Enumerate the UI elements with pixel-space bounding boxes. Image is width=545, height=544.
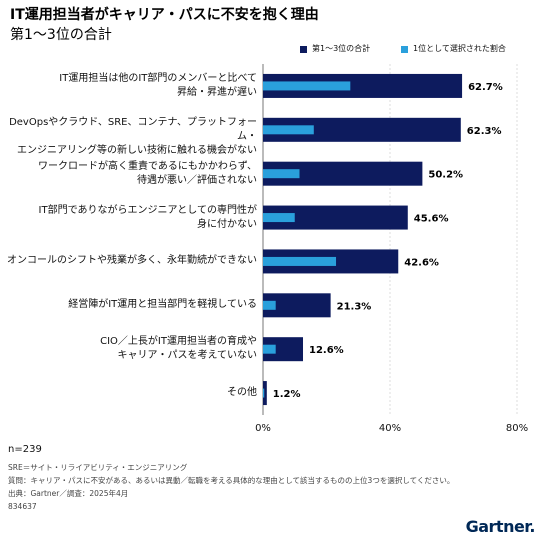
bar-first: [263, 344, 276, 354]
bar-first: [263, 256, 337, 266]
chart-subtitle: 第1～3位の合計: [10, 27, 112, 43]
category-label: IT運用担当は他のIT部門のメンバーと比べて 昇給・昇進が遅い: [59, 72, 257, 98]
legend-swatch-total: [300, 45, 307, 53]
sample-size-note: n=239: [8, 444, 42, 455]
x-tick-label: 80%: [506, 423, 528, 434]
legend-label-total: 第1～3位の合計: [312, 44, 371, 53]
legend-item-total: 第1～3位の合計: [300, 44, 370, 54]
bar-first: [263, 125, 314, 135]
source-note: 出典：Gartner／調査：2025年4月: [8, 489, 129, 498]
question-note: 質問：キャリア・パスに不安がある、あるいは異動／転職を考える具体的な理由として該…: [8, 476, 455, 485]
x-tick-label: 0%: [255, 423, 271, 434]
category-label: CIO／上長がIT運用担当者の育成や キャリア・パスを考えていない: [100, 336, 257, 362]
bar-value-label: 62.3%: [467, 126, 502, 137]
legend-item-first: 1位として選択された割合: [401, 44, 506, 54]
gartner-logo: Gartner.: [465, 517, 536, 536]
bar-first: [263, 300, 276, 310]
sre-definition-note: SRE＝サイト・リライアビリティ・エンジニアリング: [8, 463, 188, 472]
bar-value-label: 62.7%: [468, 82, 503, 93]
bar-value-label: 12.6%: [309, 345, 344, 356]
bar-first: [263, 169, 300, 179]
category-label: 経営陣がIT運用と担当部門を軽視している: [68, 299, 257, 311]
category-label: その他: [227, 387, 257, 399]
bar-first: [263, 388, 265, 398]
bar-first: [263, 213, 295, 223]
category-label: オンコールのシフトや残業が多く、永年勤続ができない: [7, 255, 257, 267]
x-tick-label: 40%: [379, 423, 401, 434]
bar-value-label: 45.6%: [414, 214, 449, 225]
bar-total: [263, 381, 267, 406]
legend-swatch-first: [401, 45, 408, 53]
legend-label-first: 1位として選択された割合: [413, 44, 506, 53]
bar-value-label: 50.2%: [428, 170, 463, 181]
category-label: ワークロードが高く重責であるにもかかわらず、 待遇が悪い／評価されない: [38, 160, 257, 186]
document-id: 834637: [8, 502, 37, 511]
bar-value-label: 1.2%: [273, 389, 301, 400]
bar-first: [263, 81, 351, 91]
bar-value-label: 21.3%: [337, 301, 372, 312]
category-label: DevOpsやクラウド、SRE、コンテナ、プラットフォーム・ エンジニアリング等…: [9, 116, 257, 156]
bar-value-label: 42.6%: [404, 257, 439, 268]
chart-title: IT運用担当者がキャリア・パスに不安を抱く理由: [10, 7, 319, 23]
category-label: IT部門でありながらエンジニアとしての専門性が 身に付かない: [38, 204, 257, 230]
